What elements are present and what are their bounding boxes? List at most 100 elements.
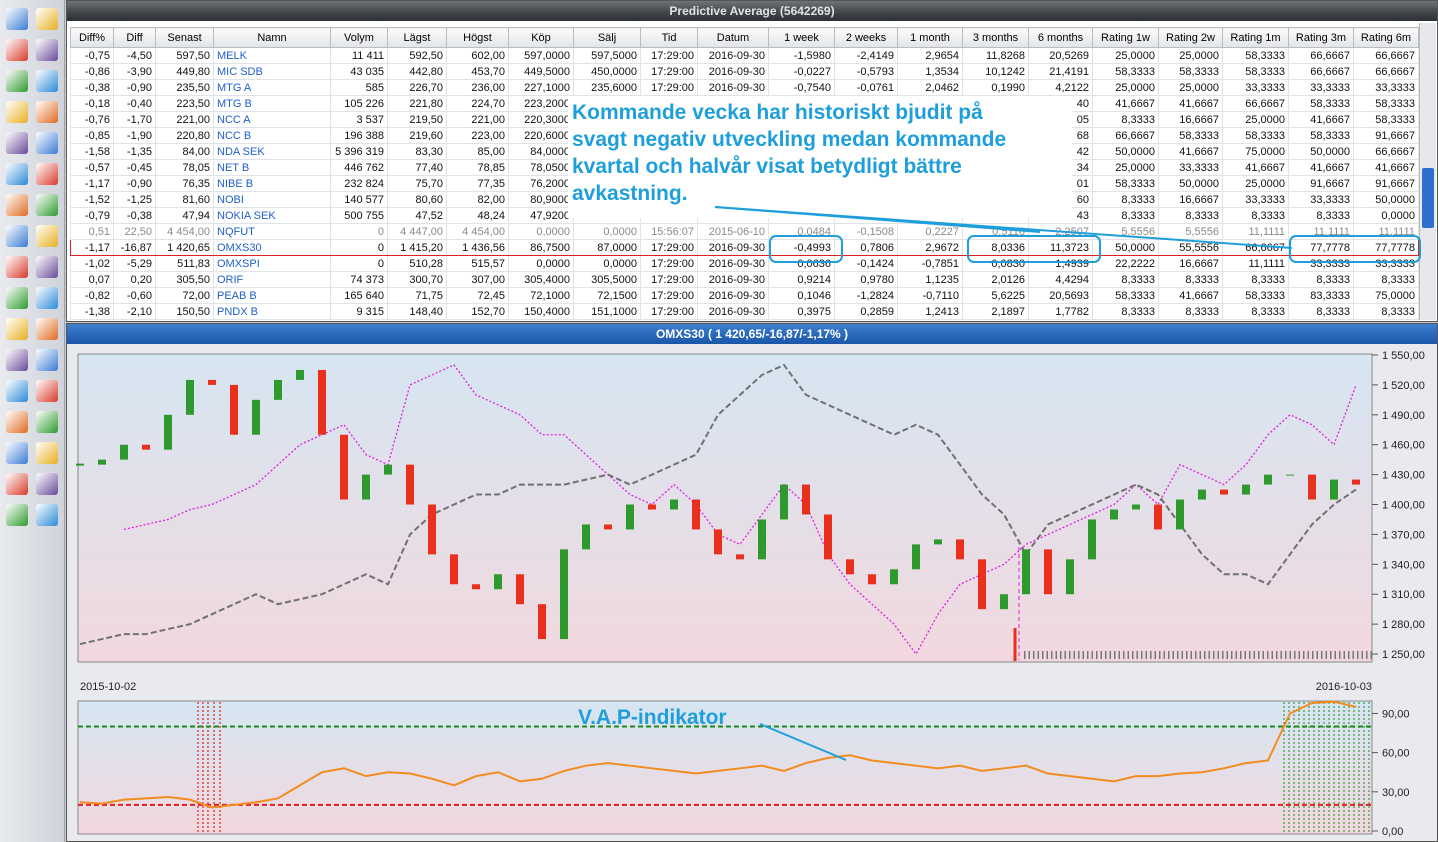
table-cell: 500 755 bbox=[330, 207, 388, 224]
table-cell: 0,3975 bbox=[768, 303, 835, 320]
candle bbox=[560, 549, 568, 640]
candle bbox=[428, 504, 436, 555]
y-tick-label: 1 550,00 bbox=[1382, 350, 1425, 362]
candle bbox=[384, 464, 392, 475]
tool-icon[interactable] bbox=[6, 287, 28, 309]
tool-icon[interactable] bbox=[36, 318, 58, 340]
plot: 1 250,00 1 280,00 1 310,00 1 340,00 1 370,00… bbox=[76, 350, 1425, 838]
table-cell: 510,28 bbox=[387, 255, 447, 272]
table-cell: 11,8268 bbox=[962, 47, 1029, 64]
tool-icon[interactable] bbox=[36, 70, 58, 92]
table-cell: 20,5269 bbox=[1028, 47, 1093, 64]
column-header: Lägst bbox=[387, 27, 447, 48]
table-cell: 2016-09-30 bbox=[697, 303, 769, 320]
candle bbox=[516, 574, 524, 605]
column-header: 1 month bbox=[897, 27, 963, 48]
tool-icon[interactable] bbox=[6, 473, 28, 495]
table-cell: 585 bbox=[330, 79, 388, 96]
candle bbox=[736, 554, 744, 560]
table-cell: 72,00 bbox=[155, 287, 214, 304]
tool-icon[interactable] bbox=[36, 411, 58, 433]
table-cell: -1,35 bbox=[113, 143, 156, 160]
tool-icon[interactable] bbox=[36, 163, 58, 185]
column-header: Köp bbox=[508, 27, 574, 48]
candle bbox=[604, 524, 612, 530]
column-header: Rating 2w bbox=[1158, 27, 1223, 48]
column-header: 6 months bbox=[1028, 27, 1093, 48]
table-cell: 2016-09-30 bbox=[697, 47, 769, 64]
table-cell: 33,3333 bbox=[1222, 191, 1289, 208]
candle bbox=[758, 519, 766, 560]
tool-icon[interactable] bbox=[36, 287, 58, 309]
line bbox=[123, 364, 1357, 656]
column-header: Datum bbox=[697, 27, 769, 48]
tool-icon[interactable] bbox=[36, 442, 58, 464]
tool-icon[interactable] bbox=[6, 318, 28, 340]
tool-icon[interactable] bbox=[6, 163, 28, 185]
tool-icon[interactable] bbox=[6, 132, 28, 154]
tool-icon[interactable] bbox=[36, 194, 58, 216]
candle bbox=[1000, 594, 1008, 610]
data-table: Diff% Diff Senast Namn Volym Lägst Högst Köp Säl… bbox=[70, 27, 1419, 320]
column-header: Diff% bbox=[70, 27, 114, 48]
window-title: Predictive Average (5642269) bbox=[67, 1, 1437, 21]
tool-icon[interactable] bbox=[36, 8, 58, 30]
table-cell: -0,86 bbox=[70, 63, 114, 80]
tool-icon[interactable] bbox=[36, 132, 58, 154]
tool-icon[interactable] bbox=[6, 256, 28, 278]
tool-icon[interactable] bbox=[6, 380, 28, 402]
table-cell: 8,3333 bbox=[1222, 207, 1289, 224]
table-cell: 1,2413 bbox=[897, 303, 963, 320]
candle bbox=[1132, 504, 1140, 510]
x-label: 2015-10-02 bbox=[80, 681, 136, 693]
tool-icon[interactable] bbox=[36, 349, 58, 371]
tool-icon[interactable] bbox=[6, 349, 28, 371]
tool-icon[interactable] bbox=[6, 194, 28, 216]
table-cell: -1,70 bbox=[113, 111, 156, 128]
scrollbar[interactable] bbox=[1419, 23, 1436, 320]
x-label: 2016-10-03 bbox=[1316, 681, 1372, 693]
tool-icon[interactable] bbox=[36, 39, 58, 61]
y-tick-label: 1 250,00 bbox=[1382, 649, 1425, 661]
table-cell: NOKIA SEK bbox=[213, 207, 331, 224]
annotation-box bbox=[568, 96, 1072, 218]
candle bbox=[208, 379, 216, 385]
table-cell: 3 537 bbox=[330, 111, 388, 128]
tool-icon[interactable] bbox=[36, 256, 58, 278]
tool-icon[interactable] bbox=[6, 411, 28, 433]
candle bbox=[406, 464, 414, 505]
table-cell: 21,4191 bbox=[1028, 63, 1093, 80]
table-cell: 8,3333 bbox=[1222, 303, 1289, 320]
candle bbox=[1176, 499, 1184, 530]
tool-icon[interactable] bbox=[36, 225, 58, 247]
table-cell: -1,90 bbox=[113, 127, 156, 144]
tool-icon[interactable] bbox=[36, 504, 58, 526]
candle bbox=[1022, 549, 1030, 595]
candle bbox=[978, 559, 986, 610]
table-cell: 76,35 bbox=[155, 175, 214, 192]
candle bbox=[1264, 474, 1272, 485]
candle bbox=[582, 524, 590, 550]
column-header: Volym bbox=[330, 27, 388, 48]
tool-icon[interactable] bbox=[36, 380, 58, 402]
tool-icon[interactable] bbox=[6, 8, 28, 30]
tool-icon[interactable] bbox=[6, 225, 28, 247]
tool-icon[interactable] bbox=[36, 473, 58, 495]
tool-icon[interactable] bbox=[6, 442, 28, 464]
table-cell: 80,9000 bbox=[508, 191, 574, 208]
y-tick-label: 1 340,00 bbox=[1382, 559, 1425, 571]
y-tick-label: 30,00 bbox=[1382, 787, 1410, 799]
tool-icon[interactable] bbox=[36, 101, 58, 123]
table-cell: 0,0000 bbox=[508, 255, 574, 272]
candle bbox=[362, 474, 370, 500]
tool-icon[interactable] bbox=[6, 504, 28, 526]
candle bbox=[956, 539, 964, 560]
table-cell: 232 824 bbox=[330, 175, 388, 192]
tool-icon[interactable] bbox=[6, 70, 28, 92]
column-header: Tid bbox=[640, 27, 698, 48]
tool-icon[interactable] bbox=[6, 101, 28, 123]
table-cell: 77,40 bbox=[387, 159, 447, 176]
candle bbox=[714, 529, 722, 555]
tool-icon[interactable] bbox=[6, 39, 28, 61]
